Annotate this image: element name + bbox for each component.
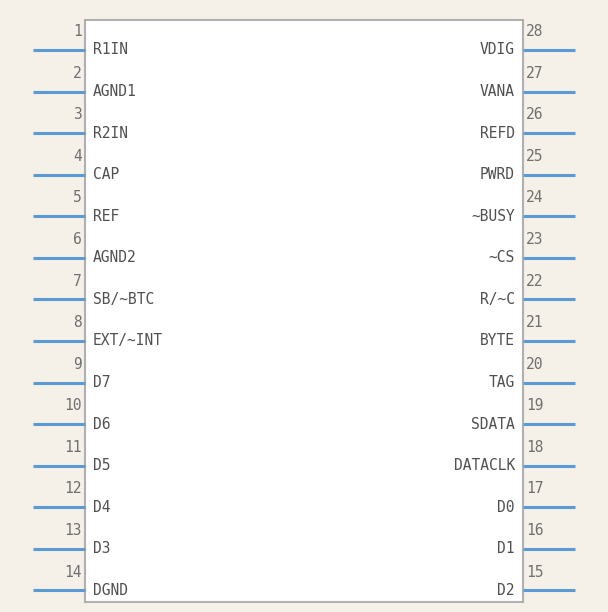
Text: REF: REF bbox=[93, 209, 119, 224]
Text: 22: 22 bbox=[526, 274, 544, 289]
Text: D1: D1 bbox=[497, 541, 515, 556]
Text: 2: 2 bbox=[73, 65, 82, 81]
Text: D0: D0 bbox=[497, 500, 515, 515]
Text: VANA: VANA bbox=[480, 84, 515, 99]
Text: DGND: DGND bbox=[93, 583, 128, 598]
Text: R2IN: R2IN bbox=[93, 125, 128, 141]
Text: VDIG: VDIG bbox=[480, 42, 515, 58]
Text: ~CS: ~CS bbox=[489, 250, 515, 265]
Text: 3: 3 bbox=[73, 107, 82, 122]
Text: D4: D4 bbox=[93, 500, 111, 515]
Text: CAP: CAP bbox=[93, 167, 119, 182]
Text: 15: 15 bbox=[526, 564, 544, 580]
Text: 19: 19 bbox=[526, 398, 544, 413]
Text: D2: D2 bbox=[497, 583, 515, 598]
Text: 26: 26 bbox=[526, 107, 544, 122]
Text: R/~C: R/~C bbox=[480, 292, 515, 307]
Text: 7: 7 bbox=[73, 274, 82, 289]
Text: 14: 14 bbox=[64, 564, 82, 580]
Text: 9: 9 bbox=[73, 357, 82, 371]
Text: D7: D7 bbox=[93, 375, 111, 390]
Text: REFD: REFD bbox=[480, 125, 515, 141]
Text: 21: 21 bbox=[526, 315, 544, 330]
Text: BYTE: BYTE bbox=[480, 334, 515, 348]
Text: 6: 6 bbox=[73, 232, 82, 247]
Text: 27: 27 bbox=[526, 65, 544, 81]
Text: 11: 11 bbox=[64, 440, 82, 455]
Text: 23: 23 bbox=[526, 232, 544, 247]
Text: 24: 24 bbox=[526, 190, 544, 206]
Text: 28: 28 bbox=[526, 24, 544, 39]
Text: 4: 4 bbox=[73, 149, 82, 164]
Text: 18: 18 bbox=[526, 440, 544, 455]
Text: PWRD: PWRD bbox=[480, 167, 515, 182]
Text: D3: D3 bbox=[93, 541, 111, 556]
Text: ~BUSY: ~BUSY bbox=[471, 209, 515, 224]
Text: AGND1: AGND1 bbox=[93, 84, 137, 99]
Text: D6: D6 bbox=[93, 417, 111, 431]
Text: 12: 12 bbox=[64, 482, 82, 496]
Text: SB/~BTC: SB/~BTC bbox=[93, 292, 154, 307]
Text: 16: 16 bbox=[526, 523, 544, 538]
Bar bbox=[85, 20, 523, 602]
Text: 20: 20 bbox=[526, 357, 544, 371]
Text: EXT/~INT: EXT/~INT bbox=[93, 334, 163, 348]
Text: TAG: TAG bbox=[489, 375, 515, 390]
Text: SDATA: SDATA bbox=[471, 417, 515, 431]
Text: AGND2: AGND2 bbox=[93, 250, 137, 265]
Text: D5: D5 bbox=[93, 458, 111, 473]
Text: 13: 13 bbox=[64, 523, 82, 538]
Text: 5: 5 bbox=[73, 190, 82, 206]
Text: 8: 8 bbox=[73, 315, 82, 330]
Text: 1: 1 bbox=[73, 24, 82, 39]
Text: 17: 17 bbox=[526, 482, 544, 496]
Text: DATACLK: DATACLK bbox=[454, 458, 515, 473]
Text: 25: 25 bbox=[526, 149, 544, 164]
Text: 10: 10 bbox=[64, 398, 82, 413]
Text: R1IN: R1IN bbox=[93, 42, 128, 58]
